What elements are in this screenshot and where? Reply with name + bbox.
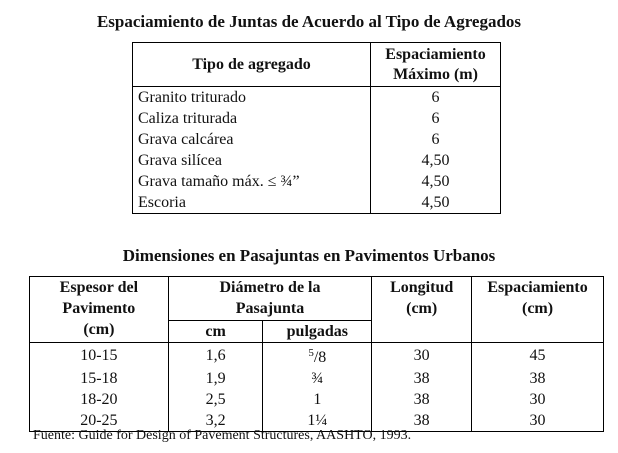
cell-diametro-cm: 1,6 [168,342,264,368]
cell-espaciamiento: 6 [431,130,440,148]
cell-tipo: Granito triturado [132,86,371,108]
header-line: Pasajunta [235,300,305,317]
header-line: Longitud [390,279,454,296]
table-row: 18-20 2,5 1 38 30 [29,389,604,410]
fraction-denominator: /8 [313,349,327,366]
dowel-dimensions-table: Espesor del Pavimento (cm) Diámetro de l… [29,276,604,432]
cell-espaciamiento: 4,50 [421,193,450,211]
header-line: Diámetro de la [219,279,321,296]
header-line: (cm) [83,321,115,338]
cell-longitud: 30 [371,342,473,368]
table-row: 15-18 1,9 ¾ 38 38 [29,368,604,389]
cell-espaciamiento: 6 [431,109,440,127]
cell-espaciamiento: 30 [529,411,546,429]
cell-longitud: 38 [371,410,473,432]
cell-tipo: Escoria [132,192,371,214]
table-row: Grava tamaño máx. ≤ ¾” 4,50 [132,171,501,192]
cell-tipo: Grava tamaño máx. ≤ ¾” [132,171,371,192]
cell-espaciamiento: 4,50 [421,151,450,169]
header-line: Espesor del [59,279,139,296]
cell-diametro-pulgadas: 1 [262,389,373,410]
header-line: Espaciamiento [487,279,588,296]
table-row: Granito triturado 6 [132,86,501,108]
source-citation: Fuente: Guide for Design of Pavement Str… [33,428,412,443]
header-diametro-pulgadas: pulgadas [262,320,373,343]
header-longitud: Longitud (cm) [371,276,473,343]
cell-diametro-pulgadas: 1¼ [262,410,373,432]
header-line: (cm) [522,300,554,317]
cell-longitud: 38 [371,389,473,410]
cell-espaciamiento: 4,50 [421,172,450,190]
header-espesor: Espesor del Pavimento (cm) [29,276,169,343]
header-line: (cm) [406,300,438,317]
table-row: Escoria 4,50 [132,192,501,214]
header-espaciamiento: Espaciamiento (cm) [471,276,604,343]
cell-diametro-cm: 3,2 [168,410,264,432]
cell-espesor: 20-25 [29,410,169,432]
cell-tipo: Caliza triturada [132,108,371,129]
table-row: 10-15 1,6 5/8 30 45 [29,342,604,368]
header-espaciamiento-maximo: Espaciamiento Máximo (m) [370,42,501,87]
cell-diametro-pulgadas: 5/8 [262,342,373,368]
header-line: Espaciamiento [385,45,486,63]
header-tipo-agregado: Tipo de agregado [132,42,371,87]
cell-longitud: 38 [371,368,473,389]
cell-espaciamiento: 45 [529,346,546,364]
cell-tipo: Grava calcárea [132,129,371,150]
table1-title: Espaciamiento de Juntas de Acuerdo al Ti… [96,12,522,31]
header-line: Máximo (m) [393,65,478,83]
header-line: Pavimento [62,300,136,317]
table-row: Caliza triturada 6 [132,108,501,129]
header-diametro-cm: cm [168,320,264,343]
cell-espaciamiento: 38 [529,369,546,387]
fraction-numerator: 5 [308,347,314,359]
cell-tipo: Grava silícea [132,150,371,171]
aggregate-spacing-table: Tipo de agregado Espaciamiento Máximo (m… [132,42,501,214]
cell-espaciamiento: 30 [529,390,546,408]
table-row: 20-25 3,2 1¼ 38 30 [29,410,604,432]
cell-espesor: 10-15 [29,342,169,368]
cell-espesor: 18-20 [29,389,169,410]
cell-diametro-cm: 2,5 [168,389,264,410]
cell-diametro-pulgadas: ¾ [262,368,373,389]
cell-espaciamiento: 6 [431,88,440,106]
header-diametro: Diámetro de la Pasajunta [168,276,373,321]
cell-diametro-cm: 1,9 [168,368,264,389]
table2-title: Dimensiones en Pasajuntas en Pavimentos … [122,246,496,265]
table-row: Grava calcárea 6 [132,129,501,150]
table-row: Grava silícea 4,50 [132,150,501,171]
cell-espesor: 15-18 [29,368,169,389]
